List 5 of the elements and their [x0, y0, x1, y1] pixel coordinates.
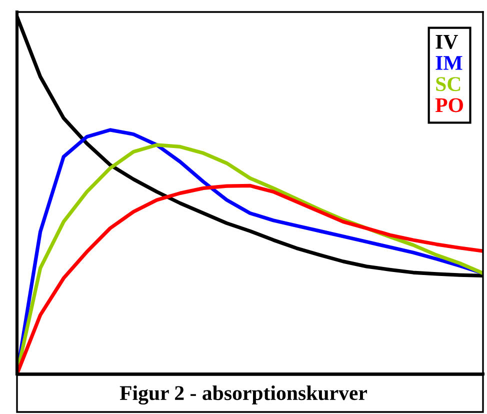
- text: PO: [435, 98, 463, 112]
- text: IV: [436, 35, 458, 49]
- text: Figur 2 - absorptionskurver: [120, 385, 368, 405]
- text: SC: [436, 77, 460, 92]
- text: IM: [436, 56, 462, 70]
